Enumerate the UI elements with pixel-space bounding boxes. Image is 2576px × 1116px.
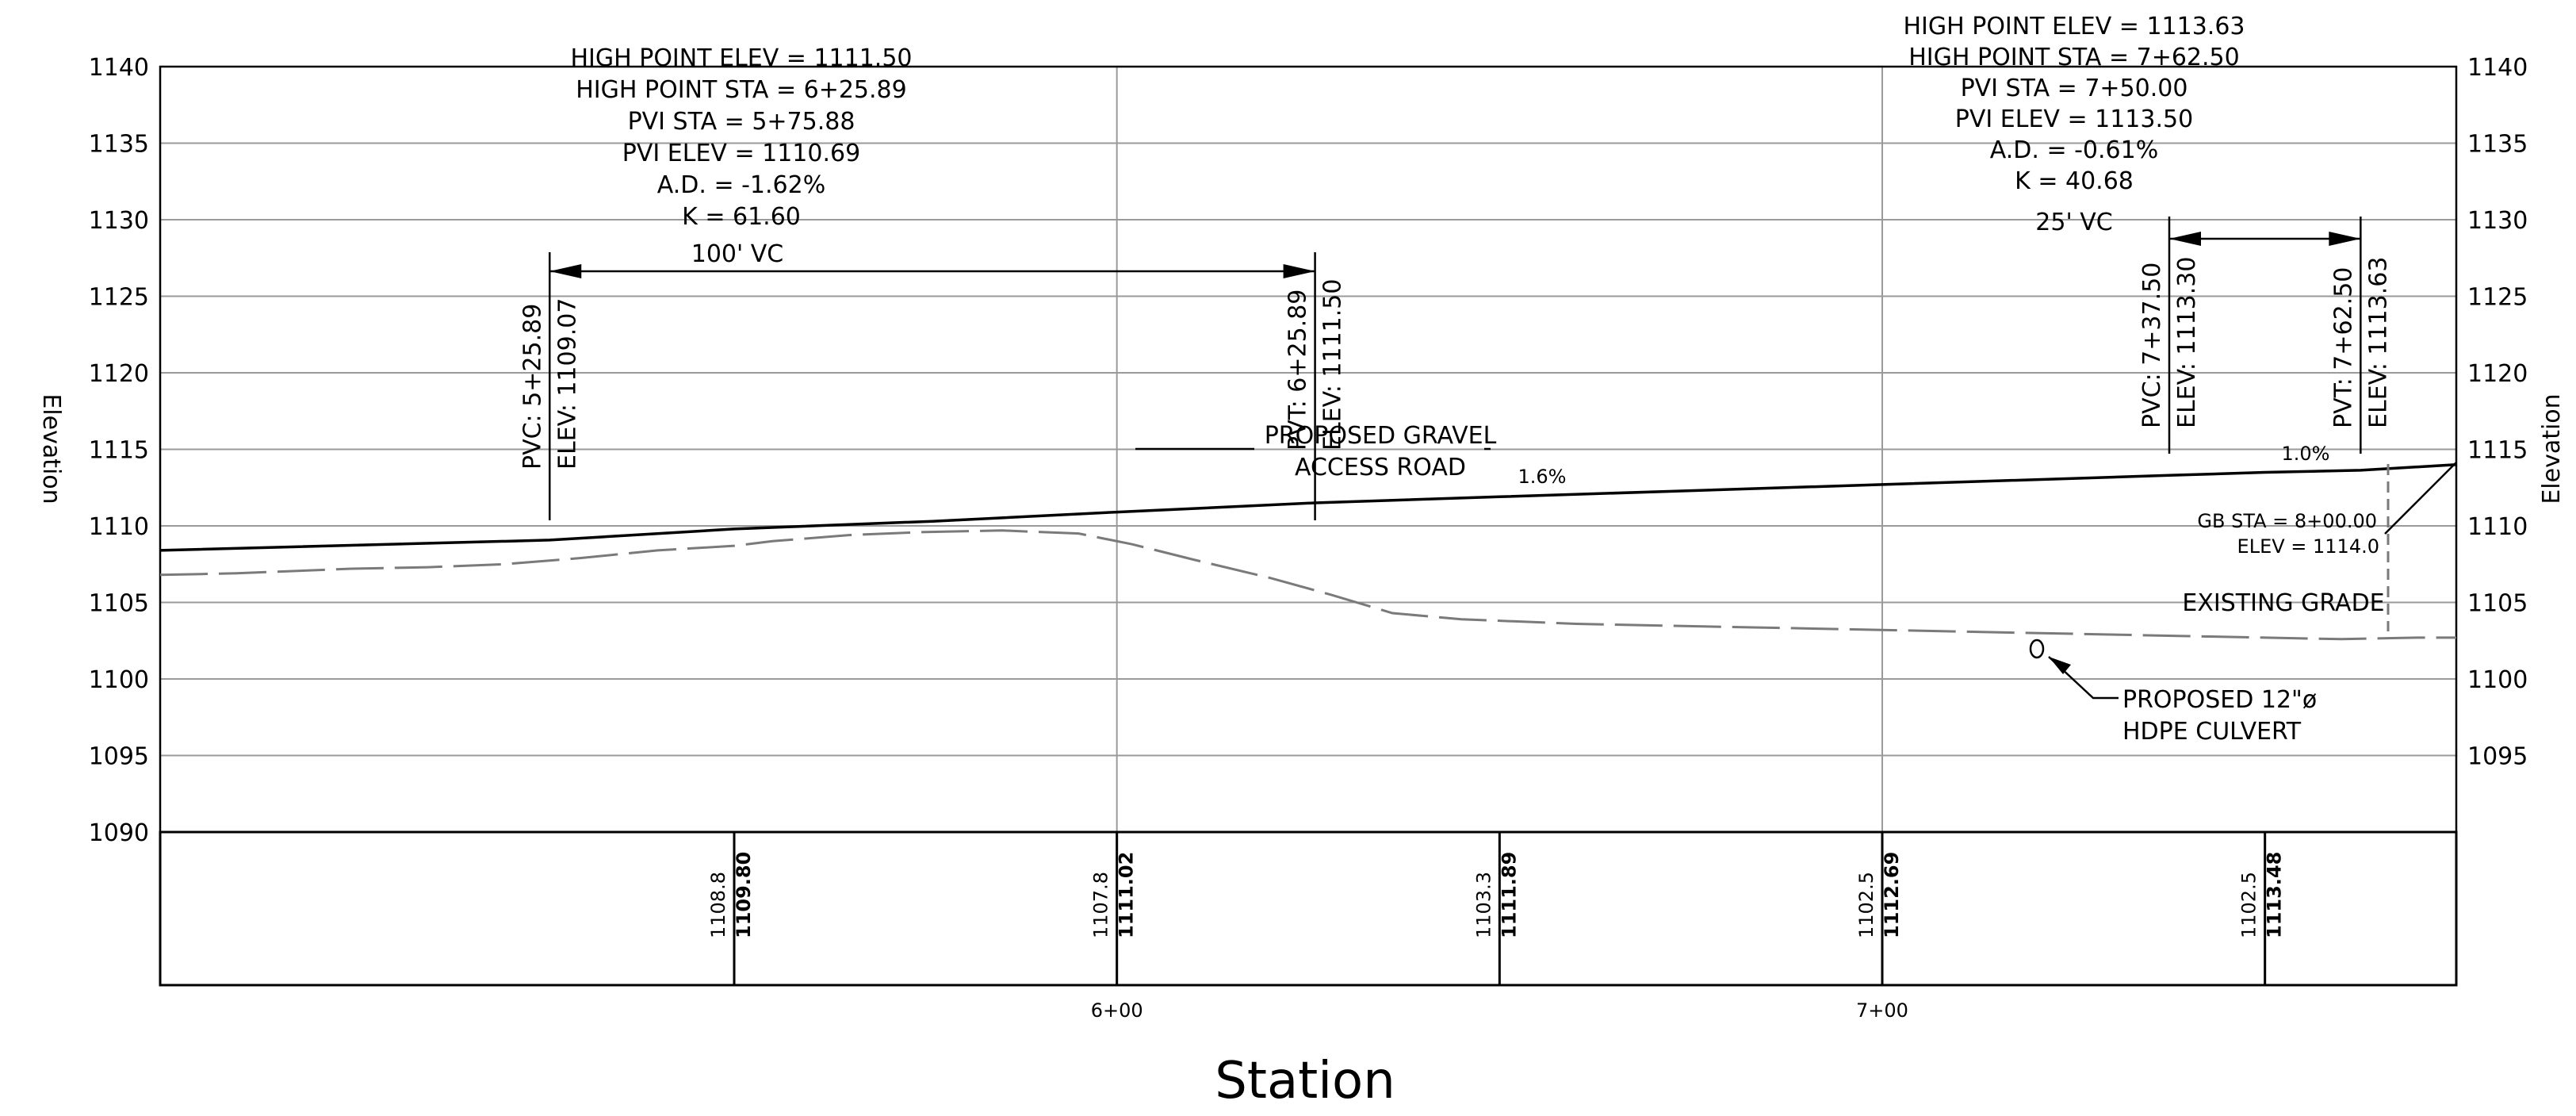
y-tick-label-left: 1105: [89, 590, 149, 618]
y-tick-label-left: 1095: [89, 743, 149, 771]
curve2-note-line: PVI STA = 7+50.00: [1961, 75, 2188, 102]
y-tick-label-left: 1100: [89, 666, 149, 694]
band-existing-elev: 1102.5: [1855, 872, 1877, 938]
curve2-arrow-left: [2169, 232, 2201, 246]
gb-leader: [2384, 462, 2457, 535]
y-tick-label-left: 1135: [89, 131, 149, 159]
band-existing-elev: 1103.3: [1472, 872, 1495, 938]
curve2-vc-label: 25' VC: [2035, 209, 2112, 236]
y-tick-label-right: 1135: [2467, 131, 2528, 159]
existing-grade-line: [159, 529, 2456, 641]
pvt2-elev-label: ELEV: 1113.63: [2364, 257, 2392, 428]
axis-ticks: 1140 1135 1130 1125 1120 1115 1110 1105 1100 1095…: [89, 54, 2528, 1022]
curve1-note-line: PVI STA = 5+75.88: [628, 108, 855, 136]
left-axis-label: Elevation: [37, 393, 65, 504]
y-tick-label-right: 1140: [2467, 54, 2528, 82]
culvert-arrow: [2049, 657, 2071, 674]
band-existing-elev: 1107.8: [1090, 872, 1112, 938]
culvert-label-line1: PROPOSED 12"ø: [2122, 686, 2317, 714]
band-proposed-elev: 1113.48: [2264, 852, 2286, 938]
y-tick-label-left: 1115: [89, 437, 149, 465]
right-axis-label: Elevation: [2538, 393, 2566, 504]
curve2-note-line: A.D. = -0.61%: [1990, 136, 2159, 164]
gb-elev-label: ELEV = 1114.0: [2237, 535, 2379, 558]
series-lines: [159, 463, 2457, 641]
curve2-note-line: PVI ELEV = 1113.50: [1955, 105, 2193, 133]
existing-grade-label: EXISTING GRADE: [2182, 589, 2384, 617]
curve1-note-line: HIGH POINT ELEV = 1111.50: [570, 44, 912, 72]
y-tick-label-left: 1140: [89, 54, 149, 82]
curve1-note-line: A.D. = -1.62%: [657, 171, 826, 199]
gb-station-label: GB STA = 8+00.00: [2197, 510, 2377, 532]
curve2-note-line: HIGH POINT ELEV = 1113.63: [1903, 13, 2245, 40]
curve1-note-line: HIGH POINT STA = 6+25.89: [576, 76, 906, 104]
y-tick-label-right: 1115: [2467, 437, 2528, 465]
band-proposed-elev: 1111.02: [1116, 852, 1138, 938]
y-tick-label-right: 1095: [2467, 743, 2528, 771]
road-label-line2: ACCESS ROAD: [1295, 454, 1466, 481]
pvc1-station-label: PVC: 5+25.89: [519, 304, 546, 470]
culvert-symbol: [2029, 639, 2045, 659]
annotations: HIGH POINT ELEV = 1111.50 HIGH POINT STA …: [519, 13, 2457, 746]
curve1-arrow-left: [549, 264, 582, 278]
curve2-note-line: K = 40.68: [2015, 167, 2134, 195]
y-tick-label-right: 1110: [2467, 513, 2528, 541]
curve1-arrow-right: [1283, 264, 1315, 278]
pvt1-elev-label: ELEV: 1111.50: [1319, 279, 1347, 451]
pvt2-station-label: PVT: 7+62.50: [2329, 267, 2357, 428]
curve1-note-line: K = 61.60: [682, 203, 801, 231]
pvc2-elev-label: ELEV: 1113.30: [2173, 257, 2201, 428]
grade-label-1: 1.6%: [1518, 466, 1567, 488]
band-frame: [159, 830, 2458, 987]
band-proposed-elev: 1112.69: [1881, 852, 1903, 938]
band-proposed-elev: 1109.80: [733, 852, 755, 938]
grade-label-2: 1.0%: [2282, 443, 2330, 465]
road-label-line1: PROPOSED GRAVEL: [1265, 422, 1497, 450]
grid: [159, 65, 2458, 987]
band-proposed-elev: 1111.89: [1498, 852, 1520, 938]
x-tick-label: 7+00: [1856, 999, 1908, 1022]
y-tick-label-left: 1110: [89, 513, 149, 541]
pvc1-elev-label: ELEV: 1109.07: [553, 298, 581, 470]
curve2-note-line: HIGH POINT STA = 7+62.50: [1908, 44, 2239, 71]
y-tick-label-right: 1100: [2467, 666, 2528, 694]
band-existing-elev: 1108.8: [707, 872, 729, 938]
curve1-vc-label: 100' VC: [691, 240, 784, 268]
band-existing-elev: 1102.5: [2238, 872, 2260, 938]
proposed-road-line: [159, 463, 2457, 552]
y-tick-label-right: 1105: [2467, 590, 2528, 618]
curve1-note-line: PVI ELEV = 1110.69: [622, 140, 860, 167]
x-tick-label: 6+00: [1091, 999, 1143, 1022]
y-tick-label-left: 1130: [89, 207, 149, 235]
y-tick-label-right: 1130: [2467, 207, 2528, 235]
pvc2-station-label: PVC: 7+37.50: [2138, 263, 2166, 428]
bottom-data-band: 1108.8 1109.80 1107.8 1111.02 1103.3 1111.89 1…: [707, 832, 2286, 985]
culvert-label-line2: HDPE CULVERT: [2122, 718, 2302, 746]
y-tick-label-right: 1125: [2467, 284, 2528, 312]
y-tick-label-left: 1120: [89, 360, 149, 388]
x-axis-title: Station: [1215, 1052, 1395, 1110]
pvt1-station-label: PVT: 6+25.89: [1284, 290, 1312, 451]
y-tick-label-left: 1090: [89, 819, 149, 847]
y-tick-label-right: 1120: [2467, 360, 2528, 388]
curve2-arrow-right: [2329, 232, 2361, 246]
y-tick-label-left: 1125: [89, 284, 149, 312]
